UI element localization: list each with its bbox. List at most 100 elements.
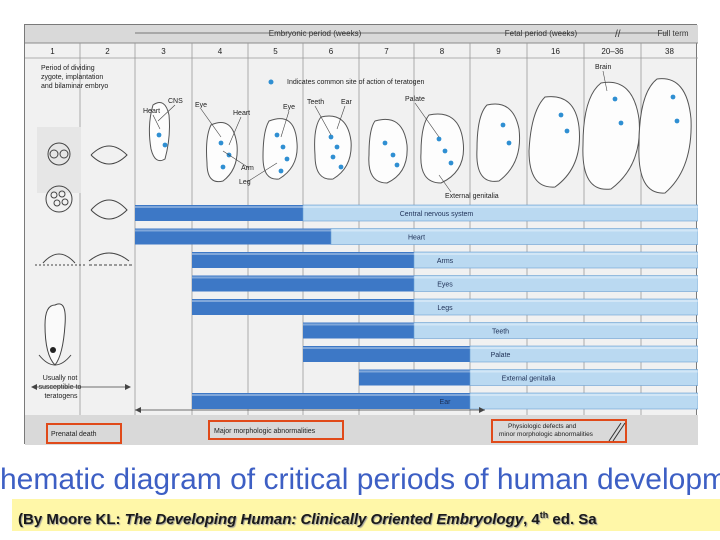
- header-band: [25, 25, 698, 43]
- bar-label: Heart: [408, 235, 425, 242]
- bar-label: Arms: [437, 258, 454, 265]
- teratogen-dot: [500, 122, 506, 128]
- bar-highlight: [135, 206, 698, 208]
- embryo-week-6: [314, 115, 352, 180]
- teratogen-dot: [218, 140, 224, 146]
- pointer-lines: [152, 70, 608, 193]
- bar-critical-segment: [303, 322, 414, 339]
- bar-label: Ear: [440, 399, 452, 406]
- zygote-illustrations: [35, 127, 133, 366]
- teratogen-dot: [442, 148, 448, 154]
- teratogen-dot: [618, 120, 624, 126]
- teratogen-dot: [448, 160, 454, 166]
- bar-critical-segment: [192, 299, 414, 315]
- blastocyst: [42, 253, 76, 264]
- bar-critical-segment: [192, 393, 470, 409]
- fetus-week-16: [528, 96, 580, 188]
- teratogen-legend-text: Indicates common site of action of terat…: [287, 79, 424, 86]
- fetus-week-9: [476, 103, 521, 182]
- prenatal-death-box: [46, 423, 122, 444]
- timeline-break-mark: //: [615, 29, 621, 40]
- slide-title: hematic diagram of critical periods of h…: [0, 460, 720, 500]
- week-label: 3: [161, 47, 166, 56]
- prenatal-death-label: Prenatal death: [51, 431, 97, 438]
- bar-critical-segment: [135, 228, 331, 245]
- not-susceptible-text: Usually not susceptible to teratogens: [39, 375, 84, 400]
- bar-label: Teeth: [492, 329, 509, 336]
- citation-prefix: (By Moore KL:: [18, 511, 125, 528]
- physiologic-defects-box: [491, 419, 627, 443]
- citation-text: (By Moore KL: The Developing Human: Clin…: [12, 499, 720, 531]
- embryo-week-8: [420, 113, 465, 184]
- bar-label: Central nervous system: [400, 211, 474, 218]
- major-abnormalities-label: Major morphologic abnormalities: [214, 428, 316, 435]
- week-label: 9: [496, 47, 501, 56]
- week-number-row: 1 2 3 4 5 6 7 8 9 16 20–36 38: [50, 47, 674, 56]
- teratogen-dot: [390, 152, 396, 158]
- week-label: 20–36: [601, 47, 624, 56]
- citation-edition: , 4: [523, 511, 540, 528]
- embryo-week-5: [262, 118, 298, 180]
- teratogen-legend-dot: [268, 79, 274, 85]
- teratogen-dot: [506, 140, 512, 146]
- two-cell-zygote: [47, 142, 71, 166]
- teratogen-dot: [280, 144, 286, 150]
- week-label: 16: [551, 47, 560, 56]
- bar-highlight: [192, 394, 698, 396]
- teratogen-dot: [284, 156, 290, 162]
- morula: [45, 185, 73, 213]
- bar-highlight: [303, 347, 698, 349]
- embryo-week-7: [368, 119, 408, 184]
- teratogen-dot: [674, 118, 680, 124]
- bar-label: Legs: [437, 305, 453, 312]
- embryo-week-4: [206, 122, 238, 183]
- teratogen-dot: [612, 96, 618, 102]
- teratogen-dot: [328, 134, 334, 140]
- bar-label: Eyes: [437, 282, 453, 289]
- label-eye-wk5: Eye: [283, 104, 295, 111]
- teratogen-dot: [278, 168, 284, 174]
- teratogen-dot: [394, 162, 400, 168]
- fetus-week-20-36: [582, 81, 640, 190]
- teratogen-dot: [330, 154, 336, 160]
- critical-period-bars: Central nervous system Heart Arms Eyes Legs T…: [135, 204, 699, 410]
- bar-critical-segment: [359, 369, 470, 386]
- fetus-week-38: [638, 78, 692, 194]
- bar-label: Palate: [491, 352, 511, 359]
- critical-periods-figure: Embryonic period (weeks) Fetal period (w…: [24, 24, 699, 445]
- label-arm: Arm: [241, 165, 254, 172]
- teratogen-dot: [156, 132, 162, 138]
- full-term-label: Full term: [657, 29, 688, 38]
- teratogen-dot: [564, 128, 570, 134]
- week-label: 5: [273, 47, 278, 56]
- physiologic-defects-label: Physiologic defects and minor morphologi…: [499, 423, 594, 438]
- week-label: 38: [665, 47, 674, 56]
- label-cns: CNS: [168, 98, 183, 105]
- label-external-genitalia: External genitalia: [445, 193, 499, 200]
- label-leg: Leg: [239, 179, 251, 186]
- teratogen-dot: [558, 112, 564, 118]
- teratogen-dot: [338, 164, 344, 170]
- embryonic-period-label: Embryonic period (weeks): [269, 29, 362, 38]
- bar-highlight: [359, 370, 698, 373]
- bar-highlight: [192, 276, 698, 279]
- label-heart-wk5: Heart: [233, 110, 250, 117]
- figure-canvas: Embryonic period (weeks) Fetal period (w…: [25, 25, 699, 445]
- slide-title-text: hematic diagram of critical periods of h…: [0, 463, 720, 496]
- embryo-fetus-illustrations: [148, 78, 692, 194]
- week-label: 1: [50, 47, 55, 56]
- week-label: 8: [440, 47, 445, 56]
- bar-critical-segment: [192, 275, 414, 292]
- teratogen-dot: [382, 140, 388, 146]
- teratogen-dot: [436, 136, 442, 142]
- teratogen-dot: [162, 142, 168, 148]
- bar-critical-segment: [192, 252, 414, 268]
- week-label: 2: [105, 47, 110, 56]
- implantation-site-2: [90, 199, 128, 220]
- major-abnormalities-box: [208, 420, 344, 440]
- bar-highlight: [192, 300, 698, 302]
- teratogen-dot: [220, 164, 226, 170]
- teratogen-dot: [670, 94, 676, 100]
- teratogen-dot: [334, 144, 340, 150]
